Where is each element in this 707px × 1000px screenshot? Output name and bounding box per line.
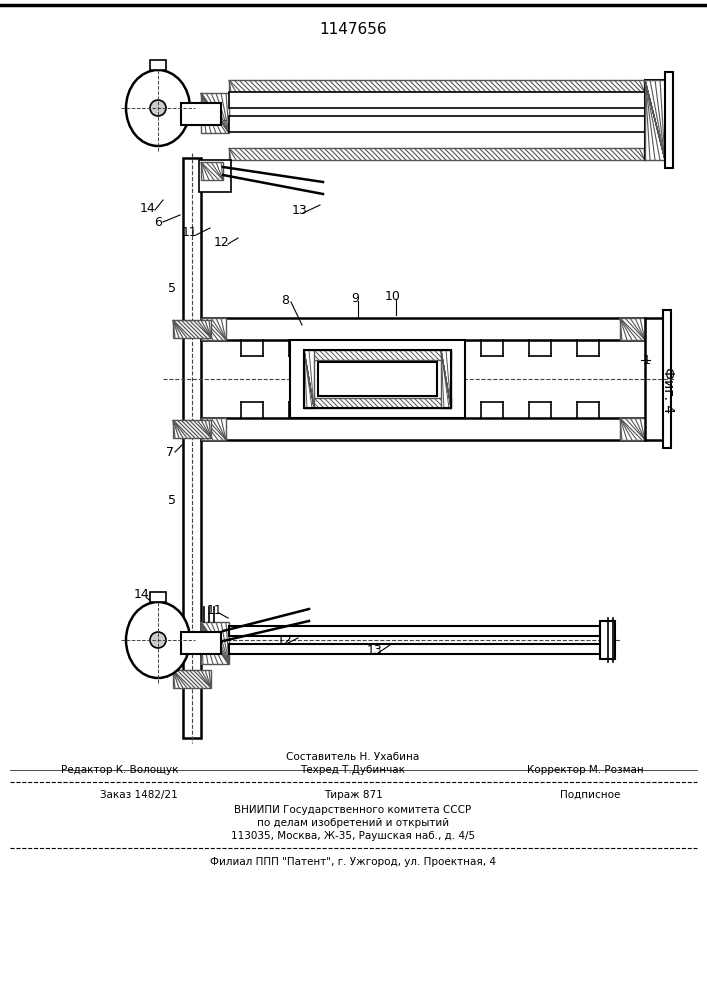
Bar — [173, 320, 211, 338]
Text: Фиг. 4: Фиг. 4 — [661, 367, 675, 413]
Bar — [201, 418, 226, 440]
Bar — [665, 72, 673, 168]
Text: Тираж 871: Тираж 871 — [324, 790, 382, 800]
Bar — [201, 162, 223, 180]
Bar — [304, 350, 314, 408]
Text: 13: 13 — [367, 644, 383, 656]
Bar — [441, 350, 451, 408]
Bar — [663, 310, 671, 448]
Circle shape — [150, 100, 166, 116]
Bar — [645, 80, 665, 160]
Bar — [150, 60, 166, 70]
Text: Техред Т.Дубинчак: Техред Т.Дубинчак — [300, 765, 406, 775]
Text: 11: 11 — [182, 226, 198, 238]
Text: ВНИИПИ Государственного комитета СССР: ВНИИПИ Государственного комитета СССР — [235, 805, 472, 815]
Bar — [201, 93, 229, 133]
Bar — [290, 340, 465, 418]
Bar — [201, 318, 645, 340]
Bar — [620, 318, 645, 340]
Bar — [229, 80, 645, 92]
Text: Составитель Н. Ухабина: Составитель Н. Ухабина — [286, 752, 420, 762]
Bar — [600, 621, 615, 659]
Text: 12: 12 — [277, 634, 293, 647]
Bar — [304, 350, 451, 360]
Text: 113035, Москва, Ж-35, Раушская наб., д. 4/5: 113035, Москва, Ж-35, Раушская наб., д. … — [231, 831, 475, 841]
Bar — [620, 418, 645, 440]
Text: 12: 12 — [214, 235, 230, 248]
Text: 8: 8 — [281, 294, 289, 306]
Text: 14: 14 — [140, 202, 156, 215]
Bar — [304, 350, 451, 408]
Bar — [229, 644, 600, 654]
Bar — [318, 362, 437, 396]
Text: Корректор М. Розман: Корректор М. Розман — [527, 765, 643, 775]
Text: 10: 10 — [385, 290, 401, 302]
Text: 14: 14 — [134, 588, 150, 601]
Text: 5: 5 — [168, 282, 176, 294]
Ellipse shape — [126, 70, 190, 146]
Bar — [645, 80, 665, 160]
Bar — [304, 398, 451, 408]
Text: 13: 13 — [292, 204, 308, 217]
Text: 11: 11 — [207, 603, 223, 616]
Text: 6: 6 — [154, 216, 162, 229]
Bar — [229, 116, 645, 132]
Ellipse shape — [126, 602, 190, 678]
Text: Заказ 1482/21: Заказ 1482/21 — [100, 790, 177, 800]
Text: Филиал ППП "Патент", г. Ужгород, ул. Проектная, 4: Филиал ППП "Патент", г. Ужгород, ул. Про… — [210, 857, 496, 867]
Text: Подписное: Подписное — [560, 790, 620, 800]
Bar — [229, 626, 600, 636]
Bar — [150, 592, 166, 602]
Bar — [201, 622, 229, 664]
Bar — [201, 318, 226, 340]
Bar — [229, 148, 645, 160]
Bar — [173, 420, 211, 438]
Text: Редактор К. Волощук: Редактор К. Волощук — [62, 765, 179, 775]
Bar — [173, 670, 211, 688]
Bar — [199, 160, 231, 192]
Text: 1: 1 — [643, 354, 651, 366]
Bar — [181, 632, 221, 654]
Text: 5: 5 — [168, 493, 176, 506]
Bar — [181, 103, 221, 125]
Bar — [229, 92, 645, 108]
Text: 1147656: 1147656 — [319, 22, 387, 37]
Text: по делам изобретений и открытий: по делам изобретений и открытий — [257, 818, 449, 828]
Bar — [645, 318, 663, 440]
Text: 9: 9 — [351, 292, 359, 304]
Circle shape — [150, 632, 166, 648]
Text: 7: 7 — [166, 446, 174, 458]
Bar — [201, 418, 645, 440]
Bar — [183, 158, 201, 738]
